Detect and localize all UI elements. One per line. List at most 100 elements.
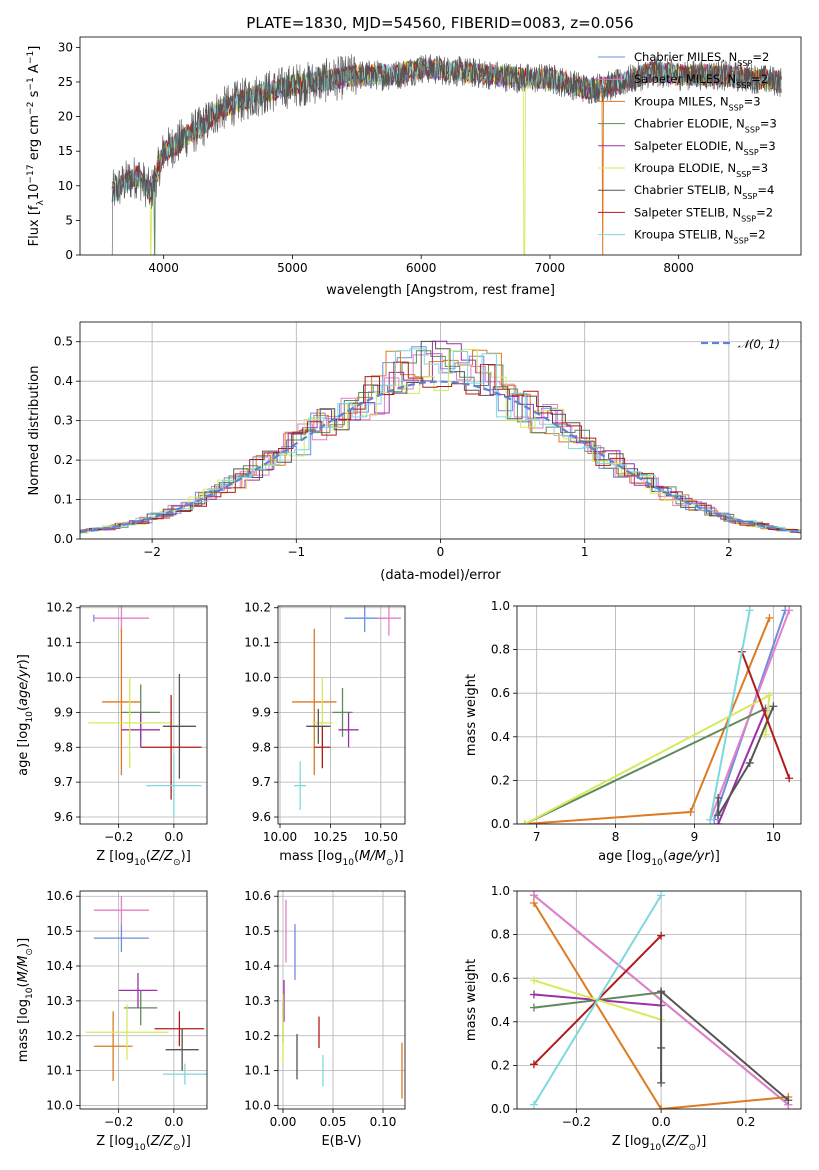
- x-axis-label: (data-model)/error: [380, 568, 501, 583]
- x-axis-label: Z [log10(Z/Z⊙)]: [612, 1134, 707, 1153]
- weight-marker: [657, 1105, 666, 1109]
- x-tick-label: 0.00: [270, 1115, 297, 1129]
- x-axis-label: wavelength [Angstrom, rest frame]: [326, 283, 555, 298]
- y-tick-label: 10.0: [46, 1099, 73, 1113]
- y-tick-label: 0: [65, 248, 73, 262]
- histogram-step: [80, 340, 801, 534]
- weight-marker: [657, 987, 666, 996]
- axes-weight-vs-Z: −0.2 0.0 0.2 0.0 0.2 0.4 0.6 0.8 1.0 mass weight Z…: [464, 884, 802, 1153]
- weight-marker: [529, 898, 538, 907]
- y-tick-label: 10.1: [46, 636, 73, 650]
- y-tick-label: 0.2: [491, 773, 510, 787]
- y-tick-label: 10.4: [244, 959, 271, 973]
- y-tick-label: 10.6: [46, 889, 73, 903]
- errorbars: [282, 899, 403, 1099]
- weight-marker: [714, 793, 723, 802]
- y-tick-label: 0.0: [491, 1102, 510, 1116]
- y-tick-label: 0.6: [491, 971, 510, 985]
- weight-marker: [657, 891, 666, 900]
- weight-marker: [745, 606, 754, 615]
- x-tick-label: 1: [581, 545, 589, 559]
- figure-title: PLATE=1830, MJD=54560, FIBERID=0083, z=0…: [246, 14, 633, 32]
- y-tick-label: 10.0: [244, 1099, 271, 1113]
- x-tick-label: 10.25: [313, 830, 347, 844]
- errorbars: [292, 606, 401, 811]
- grid: [80, 891, 207, 1109]
- y-tick-label: 0.2: [491, 1058, 510, 1072]
- y-tick-label: 5: [65, 213, 73, 227]
- y-tick-label: 10.1: [244, 1064, 271, 1078]
- legend-entry: Salpeter MILES, NSSP=2: [634, 72, 768, 90]
- y-tick-label: 9.7: [252, 775, 271, 789]
- y-tick-label: 0.0: [491, 817, 510, 831]
- weight-marker: [657, 931, 666, 940]
- axes-frame: [516, 890, 802, 1110]
- legend-entry: Salpeter ELODIE, NSSP=3: [634, 139, 776, 157]
- weight-marker: [765, 613, 774, 622]
- weight-marker: [765, 691, 774, 700]
- x-tick-label: 8: [612, 830, 620, 844]
- weight-marker: [769, 702, 778, 711]
- weight-line: [524, 707, 766, 824]
- weight-line: [533, 894, 662, 1106]
- legend-entry: Kroupa STELIB, NSSP=2: [634, 228, 766, 246]
- weight-lines: [520, 606, 794, 824]
- x-axis-label: age [log10(age/yr)]: [598, 849, 720, 868]
- y-tick-label: 0.4: [54, 374, 73, 388]
- weight-marker: [714, 820, 723, 824]
- y-axis-label: mass weight: [464, 959, 479, 1041]
- x-tick-label: 9: [691, 830, 699, 844]
- x-axis-label: mass [log10(M/M⊙)]: [279, 849, 403, 868]
- x-tick-label: 5000: [277, 261, 308, 275]
- y-tick-label: 0.4: [491, 730, 510, 744]
- weight-marker: [529, 891, 538, 900]
- legend-entry: Kroupa MILES, NSSP=3: [634, 94, 761, 112]
- x-tick-label: 7000: [535, 261, 566, 275]
- x-tick-label: 2: [725, 545, 733, 559]
- y-tick-label: 0.6: [491, 686, 510, 700]
- axes-frame: [277, 890, 406, 1110]
- errorbars: [85, 896, 207, 1085]
- normal-curve: [80, 380, 801, 534]
- weight-marker: [529, 990, 538, 999]
- grid: [517, 605, 801, 825]
- axes-weight-vs-age: 7 8 9 10 0.0 0.2 0.4 0.6 0.8 1.0 mass weight age [l…: [464, 599, 802, 868]
- weight-marker: [784, 1096, 793, 1105]
- x-tick-label: −0.2: [104, 830, 133, 844]
- y-tick-label: 0.1: [54, 493, 73, 507]
- x-axis-label: Z [log10(Z/Z⊙)]: [96, 1134, 191, 1153]
- legend-entry: Chabrier ELODIE, NSSP=3: [634, 117, 777, 135]
- x-tick-label: 0: [437, 545, 445, 559]
- y-tick-label: 9.9: [252, 705, 271, 719]
- axes-mass-vs-ebv: 0.00 0.05 0.10 10.0 10.1 10.2 10.3 10.4 10.5 10.6…: [244, 889, 406, 1149]
- weight-line: [660, 989, 789, 1102]
- legend-entry: Kroupa ELODIE, NSSP=3: [634, 161, 768, 179]
- y-tick-label: 10: [58, 179, 73, 193]
- axes-frame: [516, 605, 802, 825]
- y-tick-label: 1.0: [491, 884, 510, 898]
- x-tick-label: 4000: [148, 261, 179, 275]
- y-tick-label: 9.6: [252, 810, 271, 824]
- grid: [278, 606, 405, 824]
- y-tick-label: 0.5: [54, 335, 73, 349]
- weight-marker: [745, 758, 754, 767]
- y-tick-label: 0.8: [491, 928, 510, 942]
- spectra: [111, 54, 782, 255]
- x-tick-label: −0.2: [562, 1115, 591, 1129]
- histogram-step: [80, 340, 801, 533]
- legend-entry: 𝒩(0, 1): [738, 337, 780, 351]
- histogram-step: [80, 361, 801, 534]
- legend-entry: Salpeter STELIB, NSSP=2: [634, 205, 773, 223]
- y-tick-label: 10.2: [244, 601, 271, 615]
- y-tick-label: 0.3: [54, 414, 73, 428]
- legend: Chabrier MILES, NSSP=2 Salpeter MILES, NS…: [598, 50, 777, 245]
- weight-marker: [785, 774, 794, 783]
- y-tick-label: 10.5: [244, 924, 271, 938]
- histogram-step: [80, 348, 801, 533]
- weight-marker: [657, 1078, 666, 1087]
- axes-frame: [79, 605, 208, 825]
- x-tick-label: 0.0: [164, 830, 183, 844]
- data-line: [111, 54, 782, 255]
- weight-lines: [529, 891, 793, 1109]
- weight-marker: [761, 730, 770, 739]
